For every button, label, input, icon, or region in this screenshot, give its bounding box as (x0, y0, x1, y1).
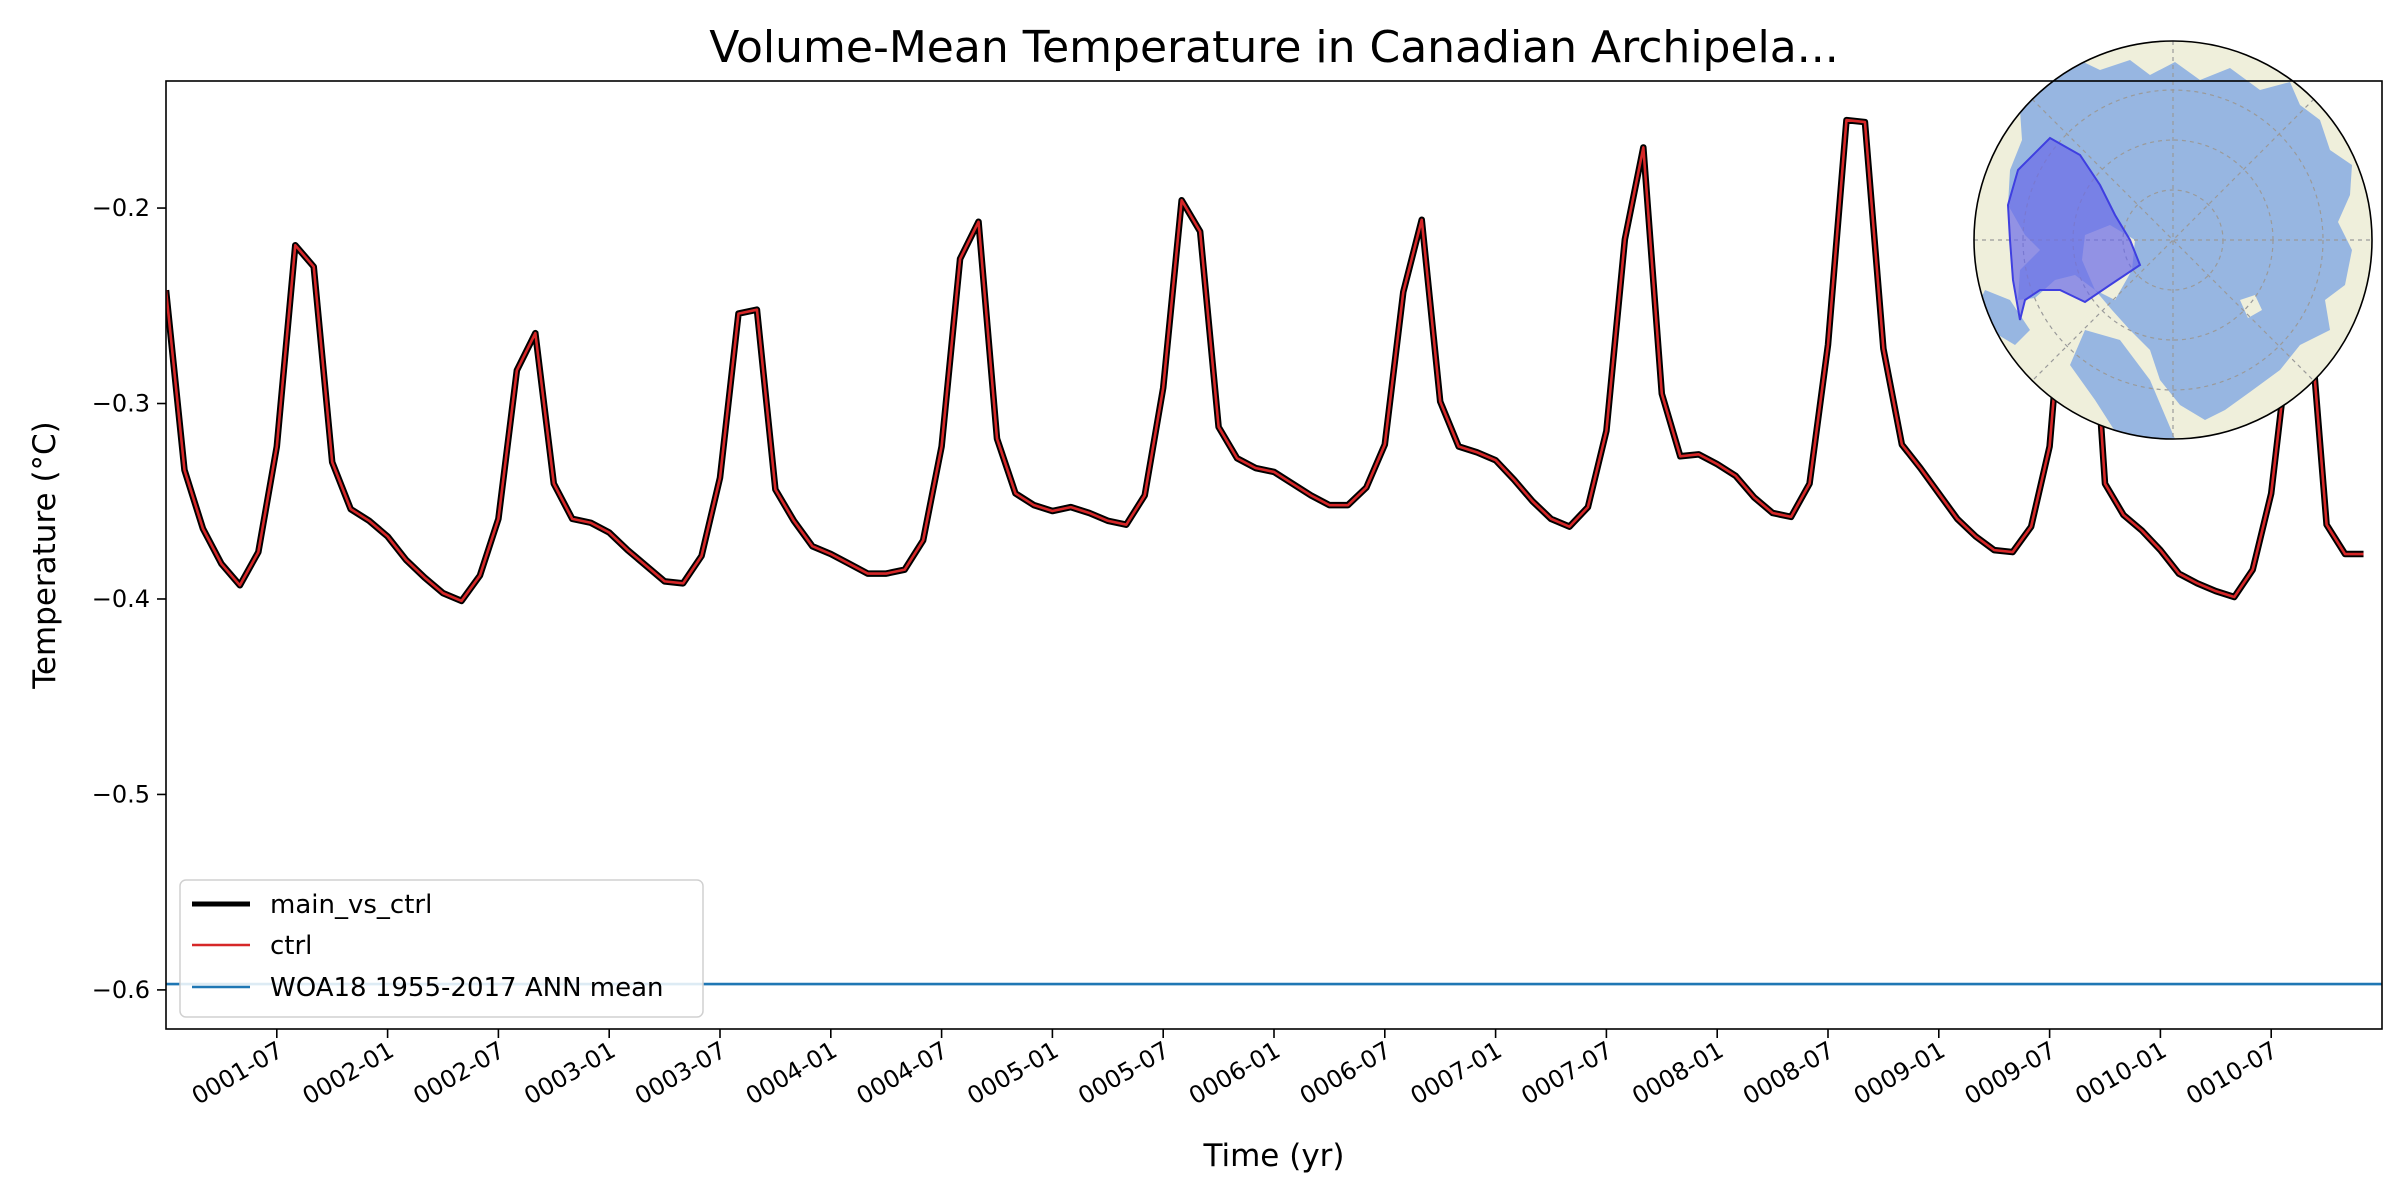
map-region-highlight (2006, 136, 2142, 321)
x-tick-label: 0007-07 (1517, 1036, 1618, 1110)
x-tick-label: 0009-07 (1960, 1036, 2061, 1110)
x-tick-label: 0009-01 (1849, 1036, 1950, 1110)
x-tick-label: 0001-07 (187, 1036, 288, 1110)
x-tick-label: 0005-07 (1073, 1036, 1174, 1110)
map-north-atlantic (2070, 330, 2175, 439)
x-axis-ticks: 0001-07 0002-01 0002-07 0003-01 0003-07 0004-… (187, 1029, 2282, 1110)
map-hudson-bay (1978, 290, 2030, 345)
x-tick-label: 0007-01 (1406, 1036, 1507, 1110)
map-arctic-ocean (2008, 58, 2352, 420)
x-tick-label: 0006-01 (1184, 1036, 1285, 1110)
x-tick-label: 0002-01 (298, 1036, 399, 1110)
y-axis-label: Temperature (°C) (27, 421, 63, 690)
x-tick-label: 0004-07 (852, 1036, 953, 1110)
inset-map (1973, 40, 2373, 440)
x-tick-label: 0010-01 (2071, 1036, 2172, 1110)
y-tick-label: −0.4 (92, 585, 150, 613)
y-tick-label: −0.2 (92, 194, 150, 222)
y-axis-ticks: −0.2 −0.3 −0.4 −0.5 −0.6 (92, 194, 166, 1004)
series-ctrl-line (166, 118, 2364, 603)
x-tick-label: 0003-01 (519, 1036, 620, 1110)
y-tick-label: −0.6 (92, 976, 150, 1004)
legend-box (179, 879, 704, 1018)
legend-label-main-vs-ctrl: main_vs_ctrl (270, 890, 432, 920)
plot-frame (165, 80, 2383, 1030)
x-tick-label: 0008-07 (1738, 1036, 1839, 1110)
x-tick-label: 0006-07 (1295, 1036, 1396, 1110)
y-tick-label: −0.5 (92, 780, 150, 808)
legend-label-ctrl: ctrl (270, 931, 312, 961)
x-tick-label: 0005-01 (963, 1036, 1064, 1110)
x-axis-label: Time (yr) (1203, 1138, 1345, 1174)
x-tick-label: 0010-07 (2181, 1036, 2282, 1110)
legend: main_vs_ctrl ctrl WOA18 1955-2017 ANN me… (179, 879, 704, 1018)
x-tick-label: 0003-07 (630, 1036, 731, 1110)
chart-title: Volume-Mean Temperature in Canadian Arch… (709, 22, 1838, 73)
y-tick-label: −0.3 (92, 390, 150, 418)
map-svalbard (2240, 295, 2262, 318)
legend-label-woa18: WOA18 1955-2017 ANN mean (270, 973, 664, 1003)
x-tick-label: 0008-01 (1627, 1036, 1728, 1110)
map-border (1973, 40, 2373, 440)
x-tick-label: 0004-01 (741, 1036, 842, 1110)
x-tick-label: 0002-07 (409, 1036, 510, 1110)
